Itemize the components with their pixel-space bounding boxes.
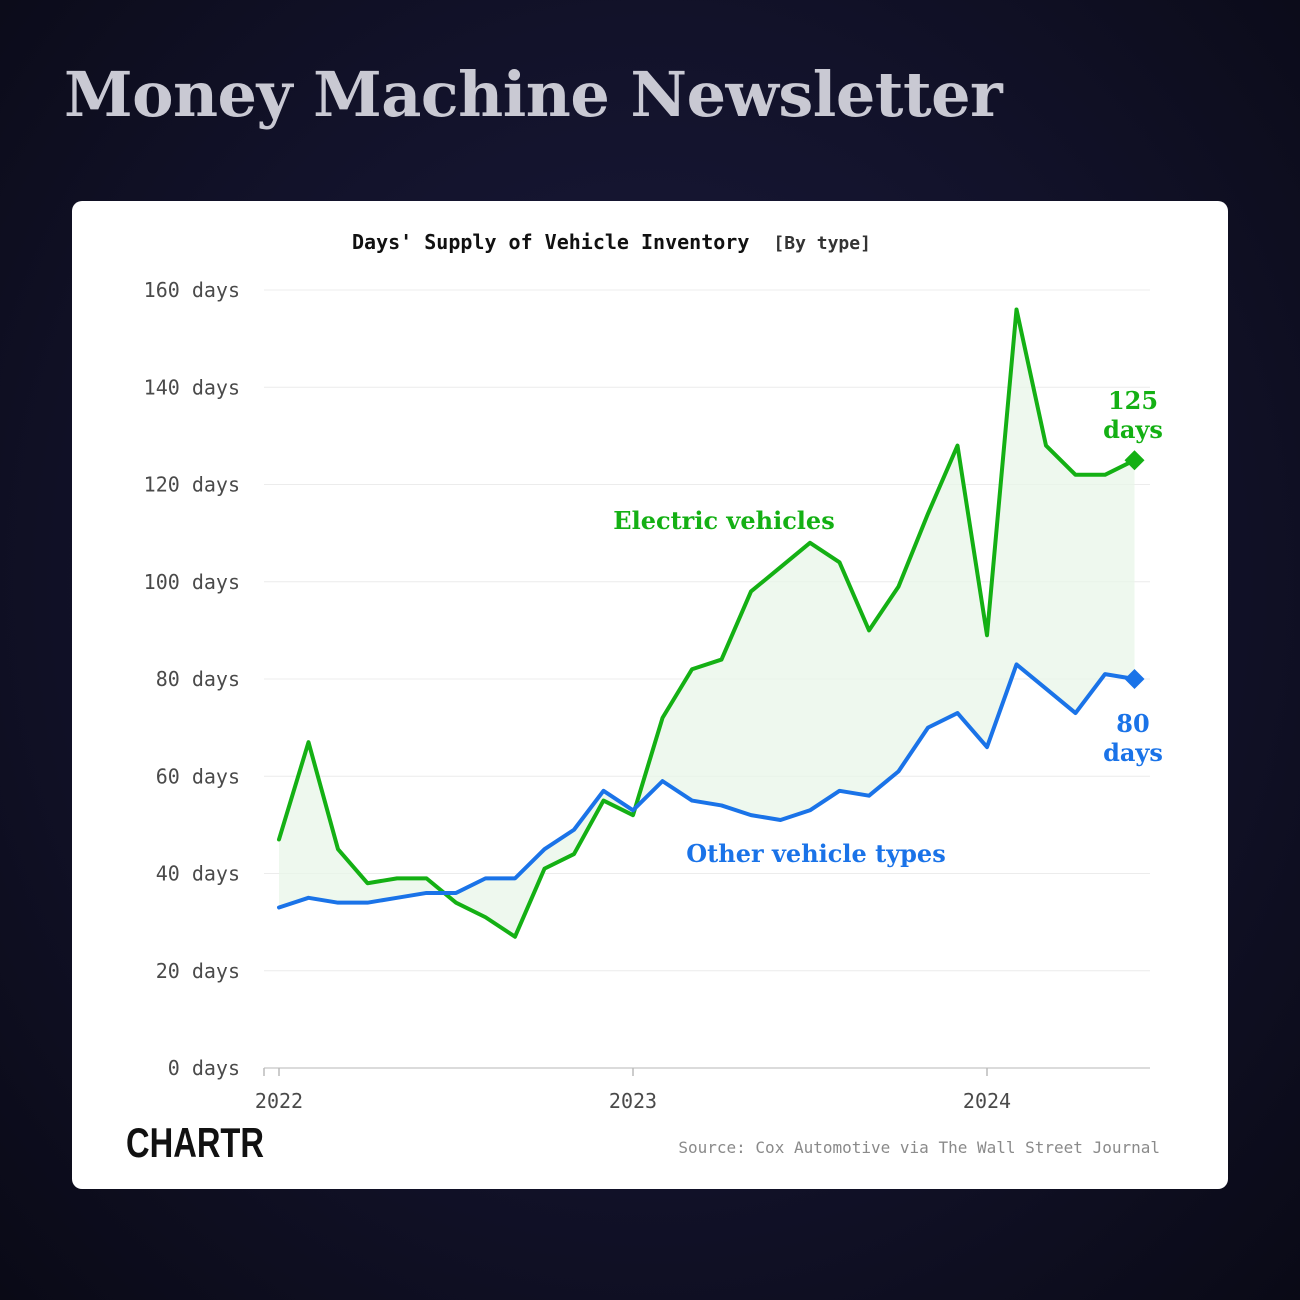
end-value-label: days — [1103, 415, 1163, 444]
chart-title: Days' Supply of Vehicle Inventory [By ty… — [352, 230, 871, 254]
series-name-label: Electric vehicles — [613, 506, 834, 535]
chart-source: Source: Cox Automotive via The Wall Stre… — [678, 1138, 1160, 1157]
series-lines — [277, 307, 1145, 939]
chartr-logo: CHARTR — [126, 1119, 264, 1166]
series-name-label: Other vehicle types — [686, 839, 945, 868]
x-tick-label: 2022 — [255, 1089, 303, 1113]
end-point-marker — [1124, 450, 1145, 471]
end-point-marker — [1124, 669, 1145, 689]
y-tick-label: 20 days — [156, 959, 240, 983]
y-tick-label: 80 days — [156, 667, 240, 691]
series-line — [277, 307, 1137, 939]
y-tick-label: 140 days — [144, 375, 240, 399]
y-tick-label: 160 days — [144, 278, 240, 302]
end-value-label: 80 — [1116, 709, 1149, 738]
gap-fill — [279, 309, 1135, 937]
newsletter-title: Money Machine Newsletter — [64, 58, 1003, 131]
x-tick-label: 2024 — [963, 1089, 1011, 1113]
gap-area — [279, 309, 1135, 937]
chart-card: Days' Supply of Vehicle Inventory [By ty… — [72, 201, 1228, 1189]
end-value-label: days — [1103, 738, 1163, 767]
chart-title-main: Days' Supply of Vehicle Inventory — [352, 230, 749, 254]
chart-subtitle: [By type] — [773, 233, 871, 254]
end-value-label: 125 — [1108, 386, 1158, 415]
axes: 0 days 20 days 40 days 60 days 80 days 100 da… — [144, 278, 1150, 1113]
y-tick-label: 120 days — [144, 473, 240, 497]
x-tick-label: 2023 — [609, 1089, 657, 1113]
y-tick-label: 40 days — [156, 862, 240, 886]
y-tick-label: 100 days — [144, 570, 240, 594]
line-chart: Days' Supply of Vehicle Inventory [By ty… — [126, 230, 1163, 1166]
y-tick-label: 60 days — [156, 764, 240, 788]
y-tick-label: 0 days — [168, 1056, 240, 1080]
series-line — [277, 662, 1137, 910]
